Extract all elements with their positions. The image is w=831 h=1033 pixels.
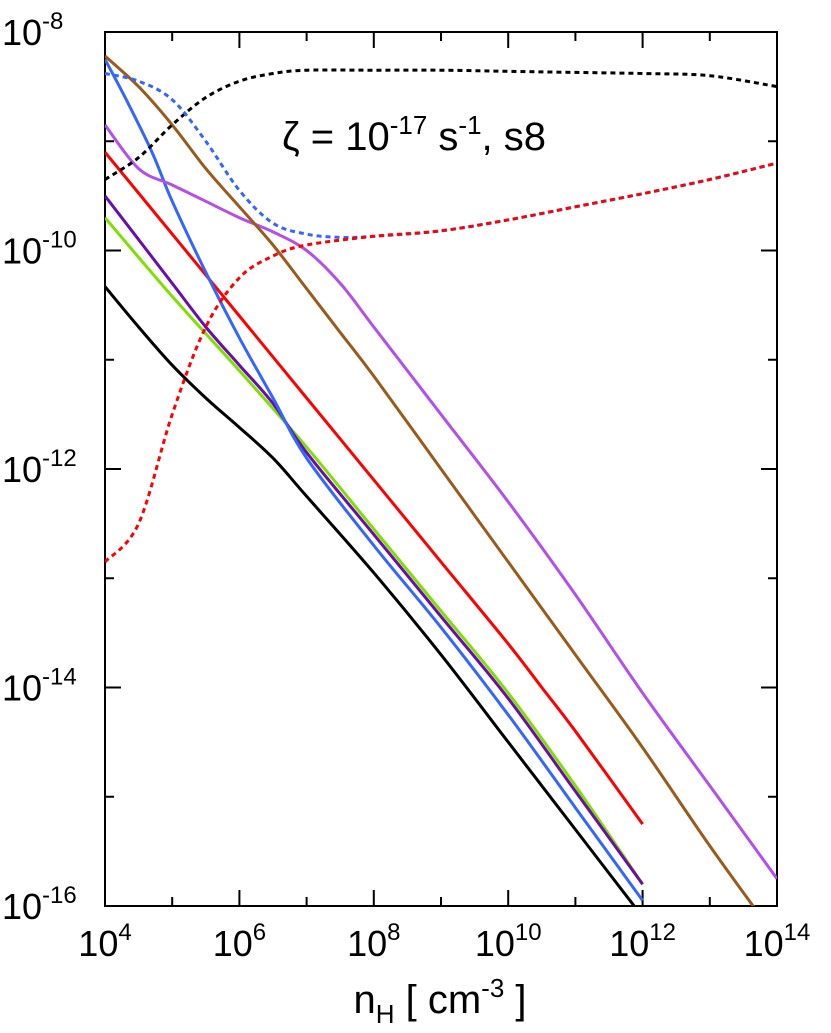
- series-line-2: [105, 216, 644, 886]
- x-label-exp: -3: [481, 973, 504, 1003]
- annotation-unit-exp: -1: [458, 110, 481, 140]
- x-label-base: n: [353, 978, 375, 1022]
- annotation: ζ = 10-17 s-1, s8: [282, 110, 546, 159]
- ticks: [104, 31, 778, 907]
- series-line-1: [105, 285, 637, 906]
- x-axis-label: nH [ cm-3 ]: [353, 973, 526, 1029]
- x-tick-label: 1014: [744, 919, 811, 964]
- series-line-6: [105, 123, 777, 880]
- y-tick-label: 10-16: [2, 882, 77, 927]
- annotation-suffix: , s8: [482, 115, 546, 159]
- series-line-4: [105, 151, 644, 825]
- series-line-9: [105, 72, 777, 240]
- series-line-3: [105, 194, 644, 886]
- series-lines: [105, 54, 777, 906]
- y-tick-label: 10-14: [2, 664, 77, 709]
- annotation-unit: s: [427, 115, 458, 159]
- series-line-5: [105, 58, 644, 902]
- annotation-exp: -17: [390, 110, 428, 140]
- x-tick-label: 1012: [609, 919, 676, 964]
- series-line-7: [105, 54, 755, 906]
- x-tick-label: 104: [78, 919, 131, 964]
- x-tick-label: 108: [347, 919, 400, 964]
- series-line-8: [105, 68, 777, 181]
- annotation-symbol: ζ = 10: [282, 115, 390, 159]
- y-tick-label: 10-8: [2, 8, 63, 53]
- series-line-10: [105, 161, 777, 563]
- x-label-mid: [ cm: [395, 978, 482, 1022]
- x-label-end: ]: [504, 978, 526, 1022]
- tick-labels: 104 106 108 1010 1012 1014 10-8 10-10 10-12 10-14…: [2, 8, 810, 964]
- x-tick-label: 1010: [475, 919, 542, 964]
- y-tick-label: 10-12: [2, 445, 77, 490]
- x-label-sub: H: [376, 999, 395, 1029]
- x-tick-label: 106: [213, 919, 266, 964]
- y-tick-label: 10-10: [2, 227, 77, 272]
